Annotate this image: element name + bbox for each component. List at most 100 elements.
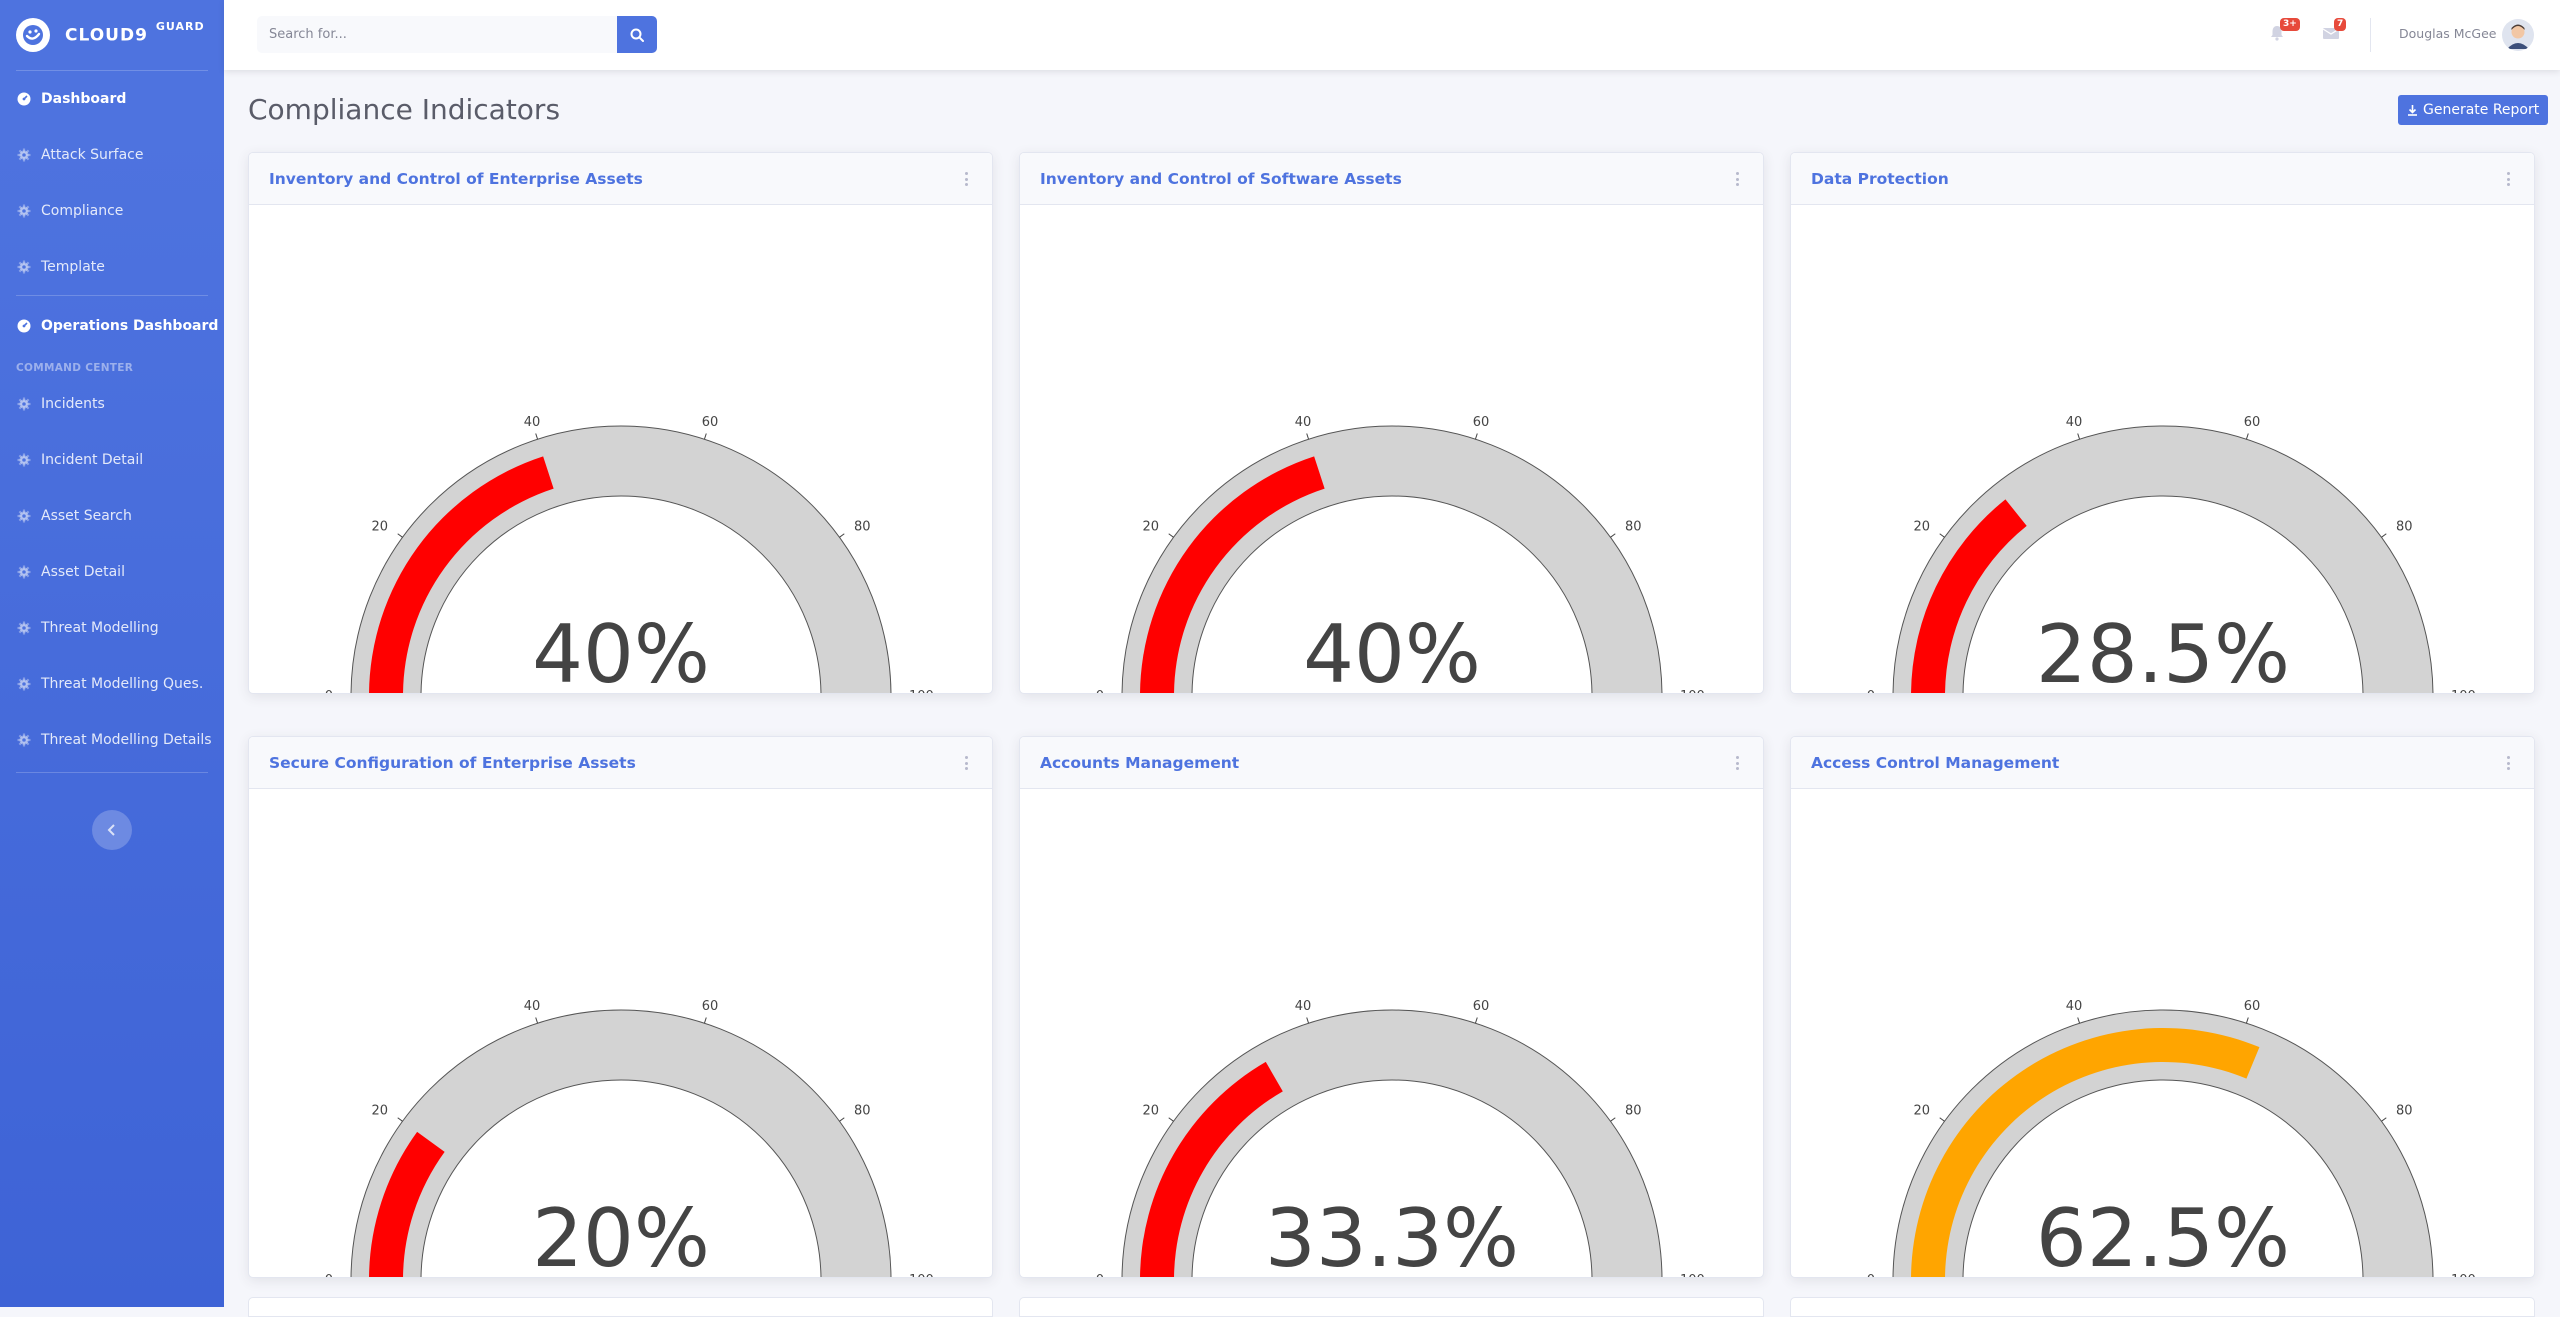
brand-suffix: GUARD (155, 20, 205, 34)
sidebar-item-asset-search[interactable]: Asset Search (0, 488, 224, 544)
sidebar-item-label: Incident Detail (41, 452, 144, 468)
sidebar-item-incidents[interactable]: Incidents (0, 376, 224, 432)
dot-icon (2506, 177, 2510, 181)
nav-command-center: Incidents Incident Detail Asset Search Asse… (0, 376, 224, 768)
dot-icon (1735, 756, 1739, 759)
gauge-tick-label: 0 (1096, 689, 1104, 693)
sidebar-item-threat-modelling[interactable]: Threat Modelling (0, 600, 224, 656)
messages-button[interactable]: 7 (2322, 18, 2347, 46)
sidebar-item-label: Attack Surface (41, 147, 144, 163)
sidebar-item-label: Incidents (41, 396, 105, 412)
dot-icon (2506, 761, 2510, 765)
search-bar (257, 16, 657, 53)
dot-icon (1735, 761, 1739, 765)
avatar[interactable] (2502, 19, 2534, 51)
generate-report-button[interactable]: Generate Report (2398, 95, 2549, 125)
search-icon (630, 28, 644, 42)
dot-icon (2506, 767, 2510, 770)
sidebar-divider (16, 70, 208, 71)
gauge-tick (2077, 1017, 2081, 1024)
gauge-tick-label: 0 (1867, 1273, 1875, 1277)
sidebar-item-attack-surface[interactable]: Attack Surface (0, 127, 224, 183)
sidebar-divider (16, 295, 208, 296)
sidebar-toggle-button[interactable] (92, 810, 132, 850)
sidebar-item-template[interactable]: Template (0, 239, 224, 295)
gauge-value-label: 40% (532, 608, 710, 693)
gear-icon (17, 621, 31, 635)
brand-name: CLOUD9 GUARD (65, 20, 205, 46)
brand[interactable]: CLOUD9 GUARD (0, 0, 224, 70)
card-title: Accounts Management (1040, 753, 1240, 772)
card-menu-button[interactable] (2504, 754, 2512, 772)
compliance-card-data-protection: Data Protection 0 20 40 60 80 100 28.5% (1790, 152, 2535, 694)
gauge-tick (535, 1017, 539, 1024)
gauge-tick-label: 100 (909, 689, 934, 693)
card-menu-button[interactable] (2504, 170, 2512, 188)
gauge-tick (1306, 1017, 1310, 1024)
gauge-tick-label: 60 (2244, 415, 2261, 430)
card-menu-button[interactable] (962, 170, 970, 188)
card-menu-button[interactable] (1733, 170, 1741, 188)
gauge-tick (397, 1117, 403, 1122)
search-input[interactable] (257, 16, 617, 53)
gauge-tick (703, 433, 707, 440)
card-menu-button[interactable] (1733, 754, 1741, 772)
gauge-tick-label: 40 (2066, 999, 2083, 1014)
gear-icon (17, 148, 31, 162)
compliance-card-inventory-and-control-of-enterprise-assets: Inventory and Control of Enterprise Asse… (248, 152, 993, 694)
gauge-value-label: 28.5% (2036, 608, 2290, 693)
gear-icon (17, 260, 31, 274)
gauge-tick (1939, 533, 1945, 538)
chevron-left-icon (107, 824, 115, 836)
sidebar-item-asset-detail[interactable]: Asset Detail (0, 544, 224, 600)
gauge-tick-label: 60 (2244, 999, 2261, 1014)
gauge-tick-label: 80 (1625, 520, 1642, 535)
gauge-chart: 0 20 40 60 80 100 20% (325, 999, 934, 1277)
gauge-tick-label: 20 (1913, 520, 1930, 535)
card-title: Data Protection (1811, 169, 1949, 188)
gauge-tick-label: 40 (1295, 999, 1312, 1014)
search-button[interactable] (617, 16, 657, 53)
dot-icon (1735, 767, 1739, 770)
card-title: Inventory and Control of Software Assets (1040, 169, 1402, 188)
user-name[interactable]: Douglas McGee (2399, 26, 2497, 41)
gauge-tick (535, 433, 539, 440)
dot-icon (964, 761, 968, 765)
gauge-value-bar (1140, 1061, 1283, 1277)
gauge-tick (839, 1117, 845, 1122)
compliance-card-accounts-management: Accounts Management 0 20 40 60 80 100 33.3% (1019, 736, 1764, 1278)
card-partial (1019, 1297, 1764, 1317)
dot-icon (1735, 183, 1739, 186)
gauge-tick (1610, 1117, 1616, 1122)
gauge-tick-label: 100 (1680, 689, 1705, 693)
sidebar-item-compliance[interactable]: Compliance (0, 183, 224, 239)
sidebar-item-threat-modelling-details[interactable]: Threat Modelling Details (0, 712, 224, 768)
gauge-chart: 0 20 40 60 80 100 33.3% (1096, 999, 1705, 1277)
sidebar-item-operations-dashboard[interactable]: Operations Dashboard (0, 298, 224, 354)
card-partial (1790, 1297, 2535, 1317)
gauge-tick (1610, 533, 1616, 538)
gauge-tick-label: 0 (1096, 1273, 1104, 1277)
gauge-tick (2381, 533, 2387, 538)
sidebar-item-threat-modelling-ques[interactable]: Threat Modelling Ques. (0, 656, 224, 712)
gauge-tick-label: 40 (524, 999, 541, 1014)
alerts-button[interactable]: 3+ (2268, 18, 2300, 46)
sidebar-item-dashboard[interactable]: Dashboard (0, 71, 224, 127)
gauge-value-label: 40% (1303, 608, 1481, 693)
card-menu-button[interactable] (962, 754, 970, 772)
gauge-tick (1168, 1117, 1174, 1122)
gauge-tick (1474, 1017, 1478, 1024)
dot-icon (2506, 172, 2510, 175)
gauge-tick-label: 100 (2451, 1273, 2476, 1277)
gauge-tick (2381, 1117, 2387, 1122)
sidebar-item-label: Dashboard (41, 91, 127, 107)
gauge-tick-label: 20 (371, 1104, 388, 1119)
topbar: 3+ 7 Douglas McGee (224, 0, 2560, 70)
sidebar-item-label: Threat Modelling (41, 620, 159, 636)
gauge-tick-label: 20 (1913, 1104, 1930, 1119)
messages-badge: 7 (2334, 18, 2347, 31)
dot-icon (2506, 756, 2510, 759)
gauge-tick (839, 533, 845, 538)
dot-icon (964, 767, 968, 770)
sidebar-item-incident-detail[interactable]: Incident Detail (0, 432, 224, 488)
